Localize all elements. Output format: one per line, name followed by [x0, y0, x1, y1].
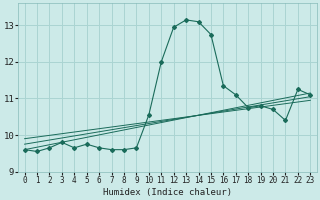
X-axis label: Humidex (Indice chaleur): Humidex (Indice chaleur): [103, 188, 232, 197]
